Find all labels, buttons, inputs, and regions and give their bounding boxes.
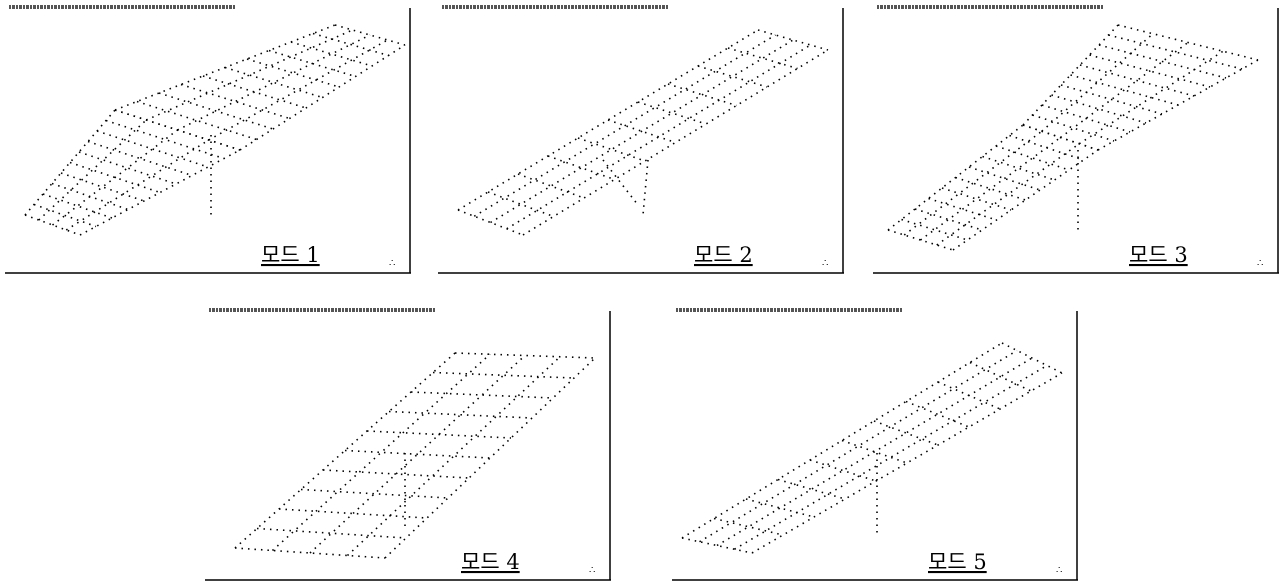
deck-line <box>181 85 290 119</box>
deck-line <box>1118 25 1258 60</box>
deck-line <box>970 363 1031 392</box>
deck-line <box>1052 95 1147 123</box>
mode-shape: ∴ 모드 2 <box>438 0 844 274</box>
deck-line <box>345 451 490 459</box>
deck-line <box>906 402 969 428</box>
deck-line <box>209 40 388 140</box>
deck-line <box>88 142 192 176</box>
deck-line <box>411 392 553 398</box>
mode-label: 모드 2 <box>694 243 753 267</box>
deck-line <box>698 66 767 87</box>
deck-line <box>548 156 615 180</box>
deck-line <box>34 205 96 227</box>
deck-line <box>578 138 645 161</box>
deck-line <box>474 35 775 216</box>
deck-line <box>137 102 257 140</box>
deck-line <box>97 131 208 167</box>
mode-label: 모드 1 <box>261 243 320 267</box>
deck-line <box>1023 125 1098 150</box>
deck-line <box>39 120 147 220</box>
deck-line <box>921 138 1061 241</box>
deck-line <box>159 93 273 129</box>
deck-line <box>279 509 427 518</box>
deck-line <box>1079 51 1223 144</box>
deck-line <box>938 382 1000 409</box>
page: ∴모드 1 ∴모드 2 ∴모드 3 ∴모드 4 ∴모드 5 (() => { c… <box>0 0 1283 583</box>
deck-line <box>52 184 128 210</box>
deck-line <box>1061 43 1189 138</box>
pier-line <box>603 160 638 205</box>
deck-line <box>735 366 1048 550</box>
deck-line <box>66 140 209 230</box>
deck-line <box>1033 115 1115 141</box>
deck-line <box>758 30 828 50</box>
deck-line <box>367 431 511 438</box>
deck-line <box>225 68 323 98</box>
deck-line <box>1042 105 1130 132</box>
deck-line <box>778 480 845 500</box>
deck-line <box>257 529 406 539</box>
corner-mark: ∴ <box>589 565 595 576</box>
mode-panel: ∴ 모드 4 <box>205 303 611 581</box>
mode-shape: ∴ 모드 3 <box>873 0 1279 274</box>
deck-line <box>1002 343 1062 373</box>
corner-mark: ∴ <box>1257 258 1263 269</box>
deck-line <box>700 351 1018 542</box>
pier-line <box>643 160 648 215</box>
deck-line <box>53 130 178 225</box>
corner-mark: ∴ <box>822 258 828 269</box>
deck-line <box>717 358 1032 546</box>
deck-line <box>953 150 1098 250</box>
mode-panel: ∴ 모드 5 <box>672 303 1078 581</box>
deck-line <box>301 490 448 499</box>
mode-panel: ∴ 모드 3 <box>873 0 1279 274</box>
deck-line <box>728 48 798 69</box>
mode-shape: ∴ 모드 5 <box>672 303 1078 581</box>
deck-line <box>291 42 372 66</box>
deck-line <box>433 373 574 379</box>
deck-line <box>638 102 706 124</box>
deck-line <box>61 173 144 201</box>
mode-panel: ∴ 모드 1 <box>5 0 411 274</box>
deck-line <box>937 144 1080 245</box>
mode-panel: ∴ 모드 2 <box>438 0 844 274</box>
deck-line <box>904 131 1042 235</box>
deck-line <box>1042 34 1153 132</box>
deck-line <box>996 146 1069 170</box>
mode-shape: ∴ 모드 4 <box>205 303 611 581</box>
deck-line <box>491 40 794 223</box>
corner-mark: ∴ <box>389 258 395 269</box>
deck-line <box>115 110 240 150</box>
deck-line <box>523 50 828 235</box>
corner-mark: ∴ <box>1056 565 1062 576</box>
deck-line <box>323 470 469 478</box>
deck-line <box>79 152 176 184</box>
deck-line <box>956 178 1026 201</box>
deck-line <box>247 59 339 87</box>
mode-shape: ∴ 모드 1 <box>5 0 411 274</box>
deck-line <box>455 353 595 358</box>
deck-line <box>240 45 405 150</box>
deck-line <box>389 412 532 419</box>
deck-line <box>348 357 561 556</box>
deck-line <box>488 192 554 217</box>
deck-line <box>1099 45 1226 78</box>
deck-line <box>752 373 1062 553</box>
deck-line <box>714 519 783 536</box>
deck-line <box>810 460 876 481</box>
mode-label: 모드 5 <box>928 550 987 574</box>
mode-label: 모드 4 <box>461 550 520 574</box>
deck-line <box>902 220 968 241</box>
deck-line <box>518 174 584 198</box>
deck-line <box>874 421 938 445</box>
deck-line <box>313 34 389 56</box>
mode-label: 모드 3 <box>1129 243 1188 267</box>
deck-line <box>80 150 240 235</box>
deck-line <box>1061 85 1162 114</box>
deck-line <box>1080 65 1194 96</box>
